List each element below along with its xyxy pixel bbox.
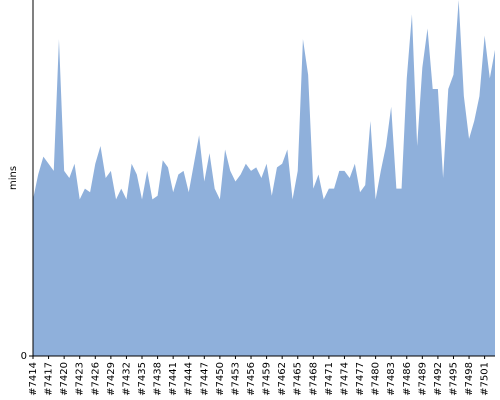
x-tick-label: #7432 <box>121 362 132 396</box>
x-tick-label: #7483 <box>386 362 397 396</box>
x-tick-label: #7477 <box>355 362 366 396</box>
x-tick-label: #7468 <box>308 362 319 396</box>
area <box>33 0 495 356</box>
x-tick-label: #7438 <box>153 362 164 396</box>
x-tick-label: #7447 <box>199 362 210 396</box>
x-tick-label: #7480 <box>371 362 382 396</box>
x-tick-label: #7459 <box>262 362 273 396</box>
x-tick-label: #7444 <box>184 362 195 396</box>
x-tick-label: #7450 <box>215 362 226 396</box>
x-tick-label: #7492 <box>433 362 444 396</box>
x-tick-label: #7453 <box>230 362 241 396</box>
x-tick-label: #7486 <box>402 362 413 396</box>
x-tick-label: #7471 <box>324 362 335 396</box>
x-tick-label: #7462 <box>277 362 288 396</box>
x-tick-label: #7498 <box>464 362 475 396</box>
x-tick-label: #7426 <box>90 362 101 396</box>
x-tick-label: #7465 <box>293 362 304 396</box>
x-tick-label: #7414 <box>28 362 39 396</box>
x-tick-label: #7423 <box>75 362 86 396</box>
x-tick-label: #7429 <box>106 362 117 396</box>
x-tick-label: #7441 <box>168 362 179 396</box>
x-tick-label: #7501 <box>480 362 491 396</box>
x-tick-label: #7474 <box>339 362 350 396</box>
x-tick-label: #7489 <box>417 362 428 396</box>
x-tick-label: #7435 <box>137 362 148 396</box>
y-axis-label: mins <box>8 166 19 190</box>
x-tick-label: #7417 <box>44 362 55 396</box>
x-tick-label: #7495 <box>448 362 459 396</box>
y-tick-label: 0 <box>21 351 27 362</box>
x-tick-label: #7456 <box>246 362 257 396</box>
x-tick-label: #7420 <box>59 362 70 396</box>
